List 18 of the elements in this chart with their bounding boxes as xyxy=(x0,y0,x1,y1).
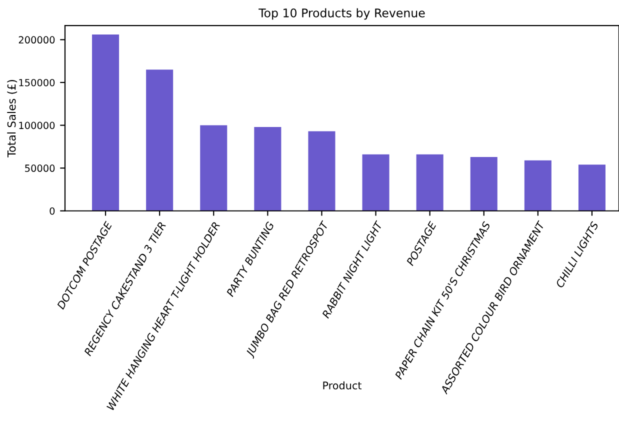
bar xyxy=(524,160,552,211)
bar xyxy=(146,70,174,211)
bar xyxy=(578,164,606,211)
chart-title: Top 10 Products by Revenue xyxy=(258,8,425,20)
x-axis-title: Product xyxy=(323,381,362,390)
bar xyxy=(416,154,444,211)
bar xyxy=(470,156,498,211)
bar xyxy=(200,125,228,211)
bar xyxy=(92,34,120,211)
y-tick-label: 200000 xyxy=(18,36,55,44)
y-axis-title: Total Sales (£) xyxy=(7,80,18,158)
y-tick-label: 0 xyxy=(50,207,55,215)
bar xyxy=(308,131,336,211)
y-tick-label: 100000 xyxy=(19,122,55,130)
y-tick-label: 50000 xyxy=(25,164,55,172)
bar xyxy=(362,154,390,211)
y-tick-label: 150000 xyxy=(19,78,55,86)
bar xyxy=(254,126,282,211)
